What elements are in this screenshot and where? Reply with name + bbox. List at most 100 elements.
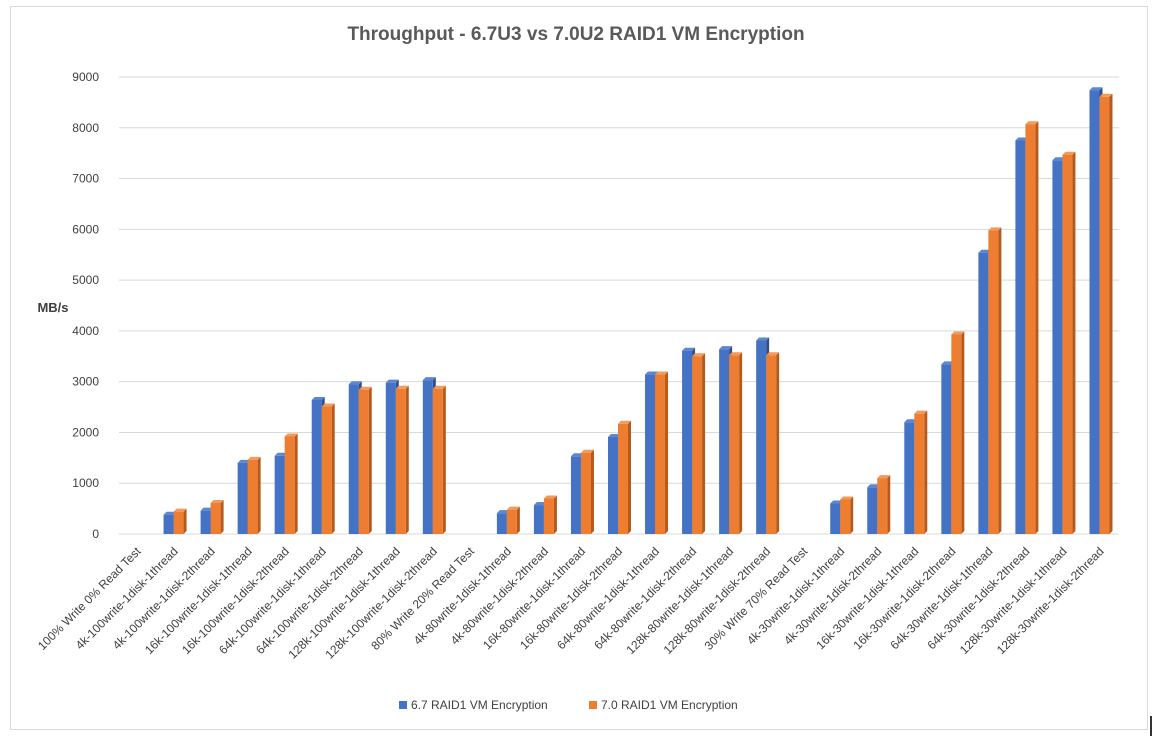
- bar-side: [331, 403, 335, 534]
- bar-front: [608, 437, 618, 534]
- bar-top: [395, 385, 409, 389]
- bar-side: [850, 496, 854, 534]
- bar-side: [739, 352, 743, 534]
- bar-front: [719, 349, 730, 534]
- bar-front: [163, 514, 174, 534]
- bar-top: [173, 508, 187, 512]
- bar-top: [978, 249, 992, 253]
- bar-top: [1099, 93, 1113, 97]
- chart-title: Throughput - 6.7U3 vs 7.0U2 RAID1 VM Enc…: [347, 24, 804, 45]
- bar-top: [321, 403, 335, 407]
- bar-front: [247, 459, 258, 534]
- bar-top: [274, 452, 288, 456]
- bar-side: [294, 433, 298, 534]
- bar-top: [311, 396, 325, 400]
- bar-front: [1089, 90, 1100, 535]
- bar-top: [1052, 157, 1066, 161]
- bar-top: [543, 495, 557, 499]
- bar: [432, 385, 446, 534]
- bar-top: [904, 419, 918, 423]
- bar-top: [358, 386, 372, 390]
- legend-swatch: [589, 701, 597, 709]
- bar: [951, 331, 965, 534]
- legend: 6.7 RAID1 VM Encryption 7.0 RAID1 VM Encr…: [399, 698, 738, 712]
- bar-front: [580, 452, 591, 534]
- y-axis-ticks: 0 1000 2000 3000 4000 5000 6000 7000 8000 9000: [72, 70, 99, 541]
- bar-side: [887, 475, 891, 534]
- bar: [988, 227, 1002, 535]
- bar-front: [506, 509, 517, 534]
- bar: [914, 410, 928, 534]
- bar-side: [553, 495, 557, 534]
- bar-top: [200, 507, 214, 511]
- bar-front: [422, 380, 433, 534]
- bar-top: [570, 453, 584, 457]
- bar: [766, 352, 780, 534]
- bar-top: [756, 337, 770, 341]
- bar: [655, 371, 669, 534]
- bar-top: [1089, 87, 1103, 91]
- bar-side: [628, 420, 631, 534]
- y-axis-label: MB/s: [37, 300, 68, 315]
- bar-side: [516, 506, 520, 534]
- bar: [506, 506, 520, 534]
- bar-front: [284, 436, 295, 534]
- bar-front: [173, 511, 184, 534]
- bar-front: [496, 513, 507, 534]
- bar-side: [405, 385, 409, 534]
- bar-top: [988, 227, 1002, 231]
- bar-top: [432, 385, 446, 389]
- bar-top: [533, 502, 547, 506]
- bar: [284, 433, 298, 534]
- y-tick-label: 1000: [72, 476, 99, 490]
- bar-front: [533, 505, 544, 534]
- y-tick-label: 8000: [72, 121, 99, 135]
- bar-front: [348, 384, 359, 534]
- bar-top: [719, 346, 733, 350]
- bar: [729, 352, 743, 534]
- bar: [692, 353, 706, 534]
- bar-front: [237, 462, 248, 534]
- bar-top: [506, 506, 520, 510]
- bar-side: [442, 385, 446, 534]
- bar-top: [618, 420, 631, 424]
- bar: [543, 495, 557, 534]
- bar-chart: Throughput - 6.7U3 vs 7.0U2 RAID1 VM Enc…: [35, 24, 1119, 712]
- bar-front: [941, 364, 952, 534]
- legend-label: 6.7 RAID1 VM Encryption: [411, 698, 548, 712]
- bar-top: [608, 434, 621, 438]
- bar: [395, 385, 409, 534]
- bar-top: [692, 353, 706, 357]
- bar-front: [385, 382, 396, 534]
- bar-top: [682, 347, 696, 351]
- bar-side: [776, 352, 780, 534]
- bar-top: [729, 352, 743, 356]
- bar-front: [655, 374, 666, 534]
- bar-front: [877, 478, 888, 534]
- legend-swatch: [399, 701, 407, 709]
- bar-front: [321, 406, 332, 534]
- bar-side: [665, 371, 669, 534]
- bar-front: [840, 499, 851, 534]
- y-tick-label: 3000: [72, 375, 99, 389]
- bar-front: [904, 422, 915, 534]
- bar-front: [543, 498, 554, 534]
- bar-side: [998, 227, 1002, 535]
- bar-front: [951, 334, 962, 534]
- bar-front: [311, 399, 322, 534]
- bar: [1099, 93, 1113, 534]
- bar-side: [220, 500, 224, 534]
- bar-side: [924, 410, 928, 534]
- bar-side: [1072, 151, 1076, 534]
- bar: [358, 386, 372, 534]
- bar-front: [1015, 140, 1026, 534]
- bar-top: [237, 459, 251, 463]
- bar-top: [163, 511, 177, 515]
- y-tick-label: 7000: [72, 172, 99, 186]
- bar-top: [877, 475, 891, 479]
- bar-front: [978, 252, 989, 535]
- bar-top: [655, 371, 669, 375]
- bar: [210, 500, 224, 534]
- y-tick-label: 2000: [72, 425, 99, 439]
- bar-top: [1025, 121, 1039, 125]
